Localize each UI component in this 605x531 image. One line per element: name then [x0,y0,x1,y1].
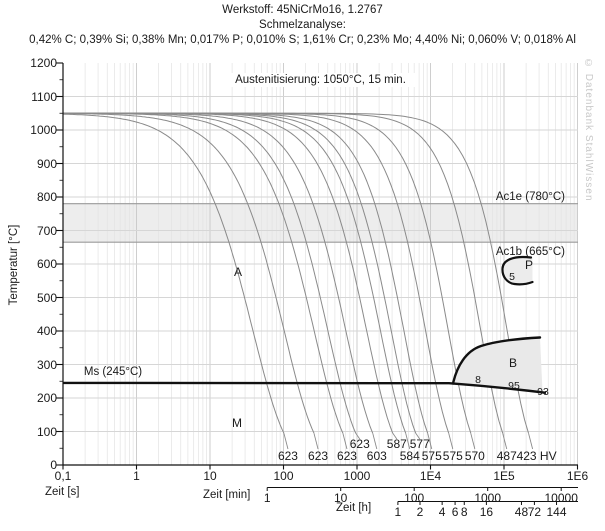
x-tick-label-min: 10 [334,490,348,505]
x-tick-label-s: 1000 [343,468,371,483]
hardness-leader [313,433,319,450]
x-tick-label-h: 16 [479,504,494,519]
x-tick-label-min: 1000 [474,490,502,505]
x-tick-label-h: 48 [514,504,529,519]
hardness-leader [448,433,454,450]
hardness-value: 587 [386,437,407,451]
hardness-leader [283,433,289,450]
y-tick-label: 700 [36,223,57,238]
y-tick-label: 900 [36,156,57,171]
x-tick-label-s: 0,1 [54,468,72,483]
bainite-percent-right: 93 [537,386,549,398]
x-tick-label-s: 1E4 [419,468,442,483]
x-tick-label-h: 1 [394,504,402,519]
hardness-value: 623 [308,448,329,463]
cooling-curve [63,112,529,434]
cooling-curve [63,112,374,434]
hardness-leader [342,433,348,450]
hardness-value: 623 [277,448,298,463]
x-tick-label-min: 1 [263,490,271,505]
chart-subtitle: Schmelzanalyse: [259,19,346,31]
y-tick-label: 400 [36,324,57,338]
hardness-leader [392,432,398,440]
ms-label: Ms (245°C) [83,366,143,378]
hardness-value: 570 [464,448,485,463]
hardness-leader [470,433,476,450]
x-tick-label-s: 1E5 [493,468,515,483]
hardness-leader [355,432,361,440]
chemical-composition: 0,42% C; 0,39% Si; 0,38% Mn; 0,017% P; 0… [29,34,576,46]
hardness-leader [502,433,508,450]
hardness-leader [427,433,433,450]
y-tick-label: 1100 [31,89,57,104]
x-tick-label-s: 1 [133,468,140,483]
x-tick-label-h: 4 [438,504,446,519]
hardness-value: 623 [349,437,370,451]
chart-title: Werkstoff: 45NiCrMo16, 1.2767 [222,4,383,16]
zone-pearlite: P [524,258,534,272]
hardness-leader [528,433,534,450]
ac1e-label: Ac1e (780°C) [495,191,565,203]
bainite-region [453,337,543,392]
y-tick-label: 500 [36,290,57,305]
zone-austenite: A [233,265,243,279]
hardness-value: 575 [442,448,463,463]
x-axis-label-minutes: Zeit [min] [203,489,251,501]
pearlite-region [502,257,533,285]
hardness-leader [372,433,378,450]
y-tick-label: 0 [50,458,57,472]
watermark: © Datenbank StahlWissen [583,58,594,202]
zone-bainite: B [508,356,518,370]
hardness-value: 577 [409,437,430,451]
cooling-curve [63,113,315,434]
cooling-curve [63,112,450,434]
y-tick-label: 600 [36,257,57,271]
hardness-value: 423 HV [516,448,557,463]
pearlite-boundary [501,255,534,286]
bainite-percent-left: 8 [475,374,481,386]
y-tick-label: 300 [36,357,57,372]
ac1-band [63,203,578,243]
hardness-value: 603 [366,448,387,463]
bainite-boundary [451,336,542,385]
zone-martensite: M [232,416,242,430]
ac1b-label: Ac1b (665°C) [495,246,565,258]
hardness-value: 623 [336,448,357,463]
x-tick-label-h: 6 [451,504,459,519]
ms-line [62,381,547,394]
y-tick-label: 200 [36,391,57,405]
x-tick-label-h: 72 [527,504,542,519]
y-tick-label: 100 [36,424,57,439]
cooling-curve [63,112,504,434]
y-tick-label: 1000 [30,123,57,137]
x-axis-label-hours: Zeit [h] [336,502,372,514]
hardness-value: 584 [399,448,420,463]
hardness-value: 487 [496,448,517,463]
hardness-leader [415,432,421,440]
x-tick-label-min: 100 [404,490,425,505]
x-tick-label-h: 144 [546,504,567,519]
cooling-curve [62,113,285,434]
x-tick-label-h: 2 [416,504,424,519]
x-tick-label-s: 100 [273,468,294,483]
x-tick-label-s: 1E6 [566,468,589,483]
x-axis-label-seconds: Zeit [s] [45,486,80,498]
hardness-leader [405,433,411,450]
bainite-percent-mid: 95 [508,380,520,392]
y-tick-label: 800 [36,190,57,204]
pearlite-percent: 5 [509,271,515,283]
x-tick-label-min: 10000 [544,490,578,505]
hardness-value: 575 [421,448,442,463]
x-tick-label-h: 8 [460,504,468,519]
y-tick-label: 1200 [30,56,57,70]
x-tick-label-s: 10 [203,468,217,483]
austenitization-note: Austenitisierung: 1050°C, 15 min. [63,70,578,88]
